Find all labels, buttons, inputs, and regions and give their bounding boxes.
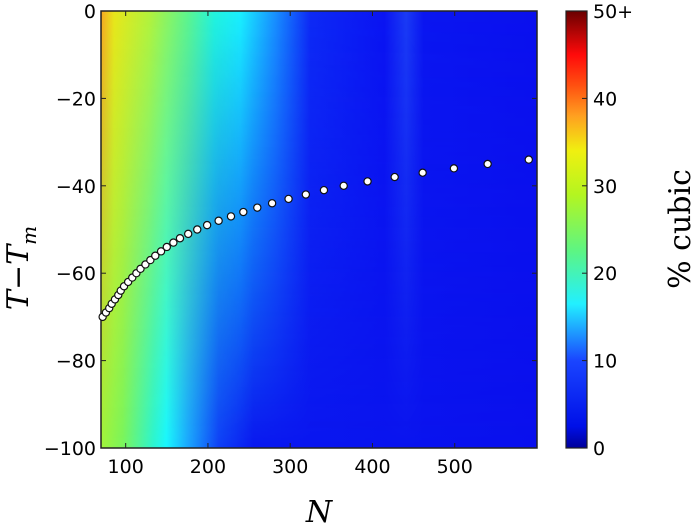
data-point: [418, 168, 427, 177]
colorbar-tick-label: 10: [593, 351, 617, 373]
colorbar-tick-label: 20: [593, 263, 617, 285]
data-point: [193, 225, 202, 234]
colorbar-tick-label: 30: [593, 176, 617, 198]
data-point: [339, 181, 348, 190]
data-point: [226, 212, 236, 221]
data-point: [162, 242, 172, 252]
colorbar-tick-label: 50+: [593, 1, 633, 23]
data-point: [156, 247, 166, 256]
data-point: [175, 234, 185, 243]
y-tick-label: −80: [56, 351, 96, 373]
y-tick-label: −20: [56, 88, 96, 110]
y-axis-label: T−Tm: [1, 226, 41, 310]
data-point: [390, 172, 399, 182]
x-tick-label: 400: [354, 456, 390, 478]
data-point: [524, 155, 533, 164]
data-point: [301, 190, 311, 199]
data-point: [214, 216, 223, 225]
data-point: [483, 159, 492, 169]
colorbar: 0 10 20 30 40 50+ % cubic: [565, 1, 698, 460]
data-point: [284, 194, 293, 204]
data-point: [319, 185, 329, 195]
data-point: [202, 220, 212, 230]
y-axis-ticks: 0 −20 −40 −60 −80 −100: [44, 1, 537, 460]
colorbar-label: % cubic: [663, 169, 698, 289]
y-tick-label: 0: [84, 1, 96, 23]
data-point: [267, 199, 277, 208]
data-point: [239, 207, 248, 217]
data-point: [169, 238, 178, 247]
colorbar-tick-label: 40: [593, 88, 617, 110]
svg-text:T−Tm: T−Tm: [1, 226, 41, 310]
plot-frame: [100, 10, 538, 449]
data-point: [253, 203, 262, 212]
x-tick-label: 300: [272, 456, 308, 478]
x-tick-label: 500: [437, 456, 473, 478]
data-point: [183, 229, 193, 239]
data-point: [363, 177, 372, 186]
x-tick-label: 100: [108, 456, 144, 478]
colorbar-ticks: 0 10 20 30 40 50+: [582, 1, 633, 460]
y-tick-label: −60: [56, 263, 96, 285]
heatmap-image: [101, 11, 537, 448]
data-point: [449, 164, 459, 173]
x-axis-ticks: 100 200 300 400 500: [108, 11, 473, 478]
data-point: [151, 251, 160, 260]
x-tick-label: 200: [190, 456, 226, 478]
x-axis-label: N: [305, 495, 334, 525]
scatter-series-melting-curve: [98, 155, 533, 322]
colorbar-tick-label: 0: [593, 438, 605, 460]
y-tick-label: −100: [44, 438, 96, 460]
y-tick-label: −40: [56, 176, 96, 198]
